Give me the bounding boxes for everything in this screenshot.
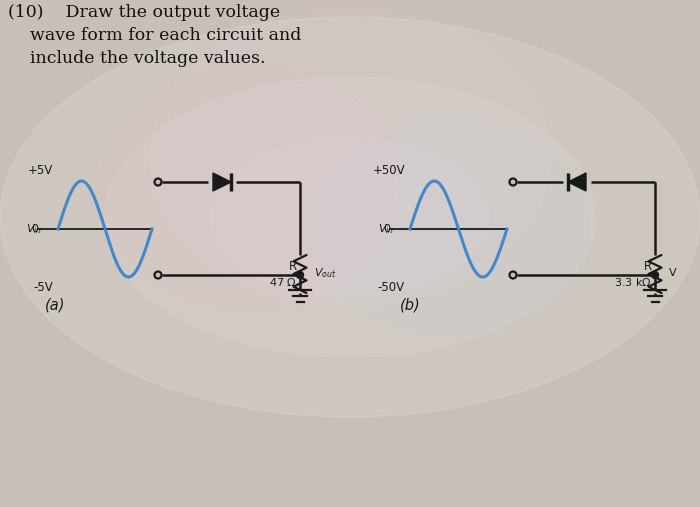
Circle shape [652, 272, 659, 278]
Text: V: V [669, 268, 677, 278]
Circle shape [155, 272, 162, 278]
Text: 3.3 k$\Omega$: 3.3 k$\Omega$ [615, 276, 652, 288]
Text: include the voltage values.: include the voltage values. [8, 50, 265, 67]
Circle shape [155, 178, 162, 186]
Text: (b): (b) [400, 298, 421, 313]
Ellipse shape [210, 137, 490, 297]
Text: R: R [644, 260, 652, 272]
Text: (a): (a) [45, 298, 65, 313]
Ellipse shape [0, 17, 700, 417]
Text: R: R [289, 260, 297, 272]
Text: wave form for each circuit and: wave form for each circuit and [8, 27, 302, 44]
Ellipse shape [150, 7, 550, 307]
Text: -50V: -50V [378, 281, 405, 294]
Text: (10)    Draw the output voltage: (10) Draw the output voltage [8, 4, 280, 21]
Text: 47 $\Omega$: 47 $\Omega$ [270, 276, 297, 288]
Circle shape [510, 272, 517, 278]
Ellipse shape [310, 117, 590, 337]
Text: 0: 0 [383, 224, 390, 234]
Ellipse shape [100, 62, 400, 312]
Text: +5V: +5V [28, 164, 53, 177]
Text: -5V: -5V [34, 281, 53, 294]
Circle shape [510, 178, 517, 186]
Text: +50V: +50V [372, 164, 405, 177]
Text: 0: 0 [31, 224, 38, 234]
Polygon shape [568, 173, 586, 191]
Ellipse shape [105, 77, 595, 357]
Text: $V_{out}$: $V_{out}$ [314, 266, 337, 280]
Text: $V_{in}$: $V_{in}$ [26, 222, 42, 236]
Circle shape [297, 272, 304, 278]
Text: $V_{in}$: $V_{in}$ [378, 222, 394, 236]
Polygon shape [213, 173, 231, 191]
